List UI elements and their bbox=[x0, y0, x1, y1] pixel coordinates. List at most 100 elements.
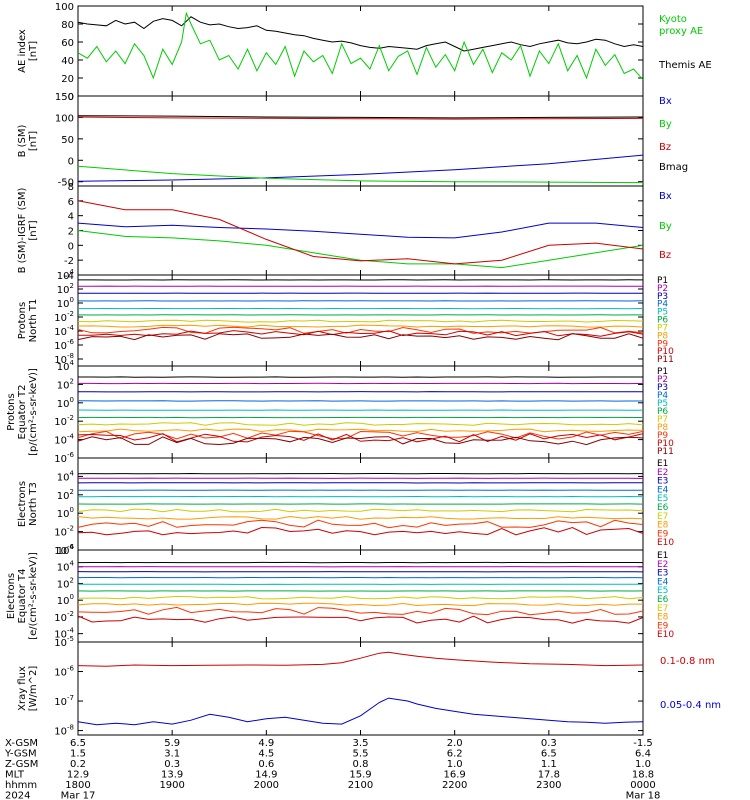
legend-p5: P5 bbox=[657, 399, 668, 409]
legend-p6: P6 bbox=[657, 407, 668, 417]
footer-row-label: MLT bbox=[5, 770, 25, 781]
y-tick-label: 10-6 bbox=[54, 665, 74, 679]
y-axis-label: Electrons bbox=[17, 481, 28, 527]
footer-value: 0000 bbox=[630, 780, 655, 791]
y-tick-label: 102 bbox=[57, 377, 74, 391]
footer-value: 16.9 bbox=[444, 770, 466, 781]
series-line-bx bbox=[77, 222, 644, 239]
legend-p5: P5 bbox=[657, 308, 668, 318]
footer-value: 1.5 bbox=[70, 749, 86, 760]
panel-5: 10-6 10-4 10-2 100 102 104 Protons Equator T2 [p… bbox=[6, 359, 674, 465]
legend-p8: P8 bbox=[657, 331, 668, 341]
legend-p2: P2 bbox=[657, 284, 668, 294]
legend-label: Bz bbox=[659, 142, 671, 153]
y-tick-label: 100 bbox=[55, 2, 74, 13]
legend-e3: E3 bbox=[657, 477, 668, 487]
legend-p4: P4 bbox=[657, 391, 668, 401]
channel-line-p9 bbox=[77, 430, 644, 440]
channel-line-e8 bbox=[77, 602, 643, 607]
y-axis-label: [e/(cm²-s-sr-keV)] bbox=[28, 552, 39, 640]
channel-line-p11 bbox=[77, 436, 644, 446]
y-axis-label: Equator T2 bbox=[17, 385, 28, 440]
footer-value: 6.5 bbox=[541, 749, 557, 760]
y-axis-label: [nT] bbox=[28, 220, 39, 240]
series-line-0-1-0-8-nm bbox=[77, 651, 644, 667]
footer-value: 0.2 bbox=[70, 759, 86, 770]
channel-line-e9 bbox=[77, 606, 644, 616]
footer-value: 2300 bbox=[536, 780, 561, 791]
legend-label: Themis AE bbox=[658, 60, 712, 71]
ephemeris-footer: X-GSM 6.5 5.9 4.9 3.5 2.0 0.3 -1.5 Y-GSM 1.5 3.1 4.… bbox=[4, 738, 660, 800]
series-line-bz bbox=[77, 116, 644, 120]
y-axis-label: North T3 bbox=[28, 482, 39, 526]
y-axis-label: [nT] bbox=[28, 41, 39, 61]
footer-value: 3.1 bbox=[164, 749, 180, 760]
legend-label: 0.1-0.8 nm bbox=[660, 656, 715, 667]
y-tick-label: 10-2 bbox=[54, 414, 74, 428]
legend-label: By bbox=[659, 221, 672, 232]
y-tick-label: 2 bbox=[68, 227, 74, 238]
legend-e10: E10 bbox=[657, 630, 674, 640]
legend-label: Bx bbox=[659, 191, 672, 202]
footer-value: 5.9 bbox=[164, 738, 180, 749]
footer-value: 1800 bbox=[65, 780, 90, 791]
footer-value: 5.5 bbox=[353, 749, 369, 760]
legend-e7: E7 bbox=[657, 604, 668, 614]
channel-line-p7 bbox=[77, 319, 644, 323]
y-tick-label: 50 bbox=[61, 135, 74, 146]
y-tick-label: 20 bbox=[61, 74, 74, 85]
series-line-bmag bbox=[77, 115, 644, 119]
channel-line-p8 bbox=[77, 324, 644, 328]
channel-line-e9 bbox=[77, 519, 644, 529]
legend-p3: P3 bbox=[657, 292, 668, 302]
legend-e6: E6 bbox=[657, 503, 669, 513]
channel-line-e10 bbox=[77, 526, 644, 536]
legend-p1: P1 bbox=[657, 367, 668, 377]
footer-value: 2100 bbox=[348, 780, 373, 791]
y-tick-label: -50 bbox=[58, 178, 74, 189]
legend-p9: P9 bbox=[657, 339, 668, 349]
legend-p6: P6 bbox=[657, 316, 668, 326]
channel-line-e7 bbox=[77, 595, 644, 600]
legend-e2: E2 bbox=[657, 560, 668, 570]
y-tick-label: 6 bbox=[68, 197, 74, 208]
y-tick-label: 40 bbox=[61, 56, 74, 67]
y-tick-label: 4 bbox=[68, 212, 74, 223]
y-axis-label: Electrons bbox=[6, 573, 17, 619]
legend-e4: E4 bbox=[657, 577, 669, 587]
legend-label: Bx bbox=[659, 96, 672, 107]
y-tick-label: 104 bbox=[57, 469, 75, 483]
legend-e5: E5 bbox=[657, 494, 668, 504]
y-tick-label: 10-5 bbox=[54, 635, 74, 649]
footer-value: 3.5 bbox=[353, 738, 369, 749]
legend-p7: P7 bbox=[657, 415, 668, 425]
footer-value: 0.6 bbox=[258, 759, 274, 770]
y-tick-label: 10-7 bbox=[54, 694, 74, 708]
footer-value: 15.9 bbox=[349, 770, 371, 781]
y-tick-label: 10-6 bbox=[54, 451, 74, 465]
footer-row-label: 2024 bbox=[5, 791, 30, 800]
y-tick-label: 102 bbox=[57, 282, 74, 296]
legend-p11: P11 bbox=[657, 355, 674, 365]
y-tick-label: 100 bbox=[55, 113, 74, 124]
y-axis-label: Protons bbox=[17, 302, 28, 339]
y-axis-label: [nT] bbox=[28, 131, 39, 151]
y-tick-label: 0 bbox=[68, 156, 74, 167]
footer-value: 4.5 bbox=[258, 749, 274, 760]
channel-line-p10 bbox=[78, 330, 644, 337]
legend-e9: E9 bbox=[657, 621, 669, 631]
footer-value: 17.8 bbox=[538, 770, 560, 781]
legend-p10: P10 bbox=[657, 347, 674, 357]
footer-value: 18.8 bbox=[632, 770, 654, 781]
legend-e8: E8 bbox=[657, 521, 669, 531]
footer-row-label: X-GSM bbox=[5, 738, 38, 749]
legend-e6: E6 bbox=[657, 595, 669, 605]
series-line-by bbox=[77, 165, 644, 184]
legend-e10: E10 bbox=[657, 538, 674, 548]
panel-3: -4 -2 0 2 4 6 8 B (SM)-IGRF (SM) [nT] Bx By Bz bbox=[17, 182, 672, 282]
